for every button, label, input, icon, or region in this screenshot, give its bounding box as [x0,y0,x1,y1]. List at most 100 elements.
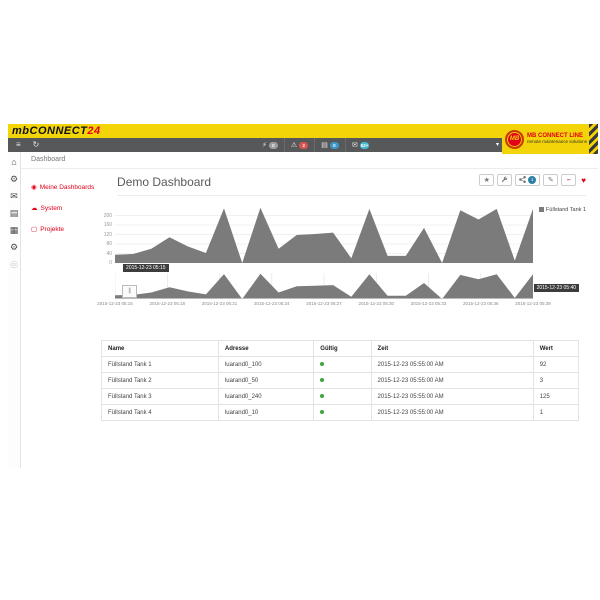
table-row: Füllstand Tank 3 luarand0_240 2015-12-23 0… [101,388,580,405]
x-tick-label: 2015-12-23 05:30 [358,301,395,306]
main-content: Demo Dashboard ★ 1 [97,169,598,468]
envelope-icon: ✉ [10,191,18,201]
chevron-down-icon[interactable]: ▾ [496,142,500,148]
hamburger-menu-icon[interactable]: ≡ [16,140,21,149]
cell-wert: 125 [532,388,580,405]
table-header-wert: Wert [532,340,580,357]
app-window: mbCONNECT24 MB MB CONNECT LINE remote ma… [8,124,598,468]
hazard-stripes [589,124,598,154]
rail-item-support[interactable]: ◎ [8,256,20,273]
tasks-icon: ▤ [9,208,19,218]
table-header-name: Name [101,340,219,357]
sidebar-menu: ◉ Meine Dashboards ☁ System ▢ Projekte [21,169,99,468]
y-axis: 0 40 80 120 160 200 [99,206,115,267]
range-start-label: 2015-12-23 05:15 [123,264,169,272]
edit-button[interactable]: ✎ [543,174,559,186]
refresh-icon[interactable]: ↻ [32,140,40,149]
sidebar-item-meine-dashboards[interactable]: ◉ Meine Dashboards [31,183,99,191]
x-tick-label: 2015-12-23 05:24 [254,301,290,306]
list-button[interactable]: ▤ 0 [314,138,345,152]
y-tick-label: 160 [103,222,113,228]
table-row: Füllstand Tank 1 luarand0_100 2015-12-23 0… [101,356,580,373]
cell-wert: 92 [532,356,580,373]
remove-button[interactable]: – [561,174,577,186]
main-chart[interactable] [115,206,534,263]
cell-gueltig [313,388,372,405]
settings-button[interactable] [497,174,513,186]
minus-icon: – [566,176,571,184]
navigator[interactable]: ∥ 2015-12-23 05:40 [114,273,580,299]
legend-swatch [539,206,545,212]
list-icon: ▤ [321,142,328,149]
values-table: Name Adresse Gültig Zeit Wert Füllstand Tank … [101,340,580,421]
wrench-icon [501,176,508,185]
sidebar-item-projekte[interactable]: ▢ Projekte [31,225,99,233]
cell-name: Füllstand Tank 2 [101,372,219,389]
cell-gueltig [313,404,372,421]
gear-icon: ⚙ [9,242,19,252]
rail-item-gear[interactable]: ⚙ [8,239,20,256]
top-brand-bar: mbCONNECT24 MB MB CONNECT LINE remote ma… [8,124,598,154]
lightning-button[interactable]: ⚡ 0 [256,138,284,152]
cell-zeit: 2015-12-23 05:55:00 AM [370,404,534,421]
toolbar-status-icons: ⚡ 0 ⚠ 2 ▤ 0 ✉ 52+ [256,138,375,152]
x-tick-label: 2015-12-23 05:36 [463,301,499,306]
favorite-button[interactable]: ♥ [581,176,586,185]
rail-item-envelope[interactable]: ✉ [8,188,20,205]
edit-icon: ✎ [547,177,554,184]
star-icon: ★ [483,177,490,184]
brand-block: MB MB CONNECT LINE remote maintenance so… [502,124,598,154]
x-tick-label: 2015-12-23 05:27 [306,301,342,306]
dashboard-actions: ★ 1 ✎ – ♥ [476,174,586,186]
support-icon: ◎ [10,259,18,269]
sidebar-item-label: System [40,205,63,212]
cell-adresse: luarand0_240 [217,388,315,405]
cell-name: Füllstand Tank 1 [101,356,219,373]
valid-status-dot [320,361,325,366]
cell-name: Füllstand Tank 3 [101,388,219,405]
chart-legend[interactable]: Füllstand Tank 1 [539,206,586,263]
brand-text: MB CONNECT LINE remote maintenance solut… [527,133,587,145]
heart-icon: ♥ [581,175,586,185]
y-tick-label: 0 [109,260,113,266]
y-tick-label: 200 [103,212,113,219]
sidebar-item-label: Meine Dashboards [39,184,95,191]
page-title: Demo Dashboard [117,175,212,189]
lightning-badge: 0 [268,141,278,149]
icon-rail: ⌂ ⚙ ✉ ▤ ▦ ⚙ ◎ [8,152,22,468]
cogs-icon: ⚙ [9,174,19,184]
y-tick-label: 40 [106,250,113,257]
cell-adresse: luarand0_10 [217,404,315,421]
envelope-button[interactable]: ✉ 52+ [344,138,376,152]
toolbar-left: ≡ ↻ [16,138,39,152]
star-button[interactable]: ★ [479,174,495,186]
rail-item-book[interactable]: ▦ [8,222,20,239]
system-icon: ☁ [31,205,38,212]
table-header-zeit: Zeit [370,340,534,357]
logo-text: mbCONNECT [12,125,88,137]
rail-item-home[interactable]: ⌂ [8,154,20,171]
warning-button[interactable]: ⚠ 2 [283,138,314,152]
mb-circle-logo: MB [505,129,524,149]
sidebar-item-system[interactable]: ☁ System [31,204,99,212]
x-tick-label: 2015-12-23 05:15 [97,301,133,306]
share-button[interactable]: 1 [515,174,541,186]
x-tick-label: 2015-12-23 05:33 [410,301,447,306]
projects-icon: ▢ [31,226,38,233]
cell-adresse: luarand0_100 [217,356,315,373]
share-count-badge: 1 [528,176,537,184]
values-table-wrap: Name Adresse Gültig Zeit Wert Füllstand Tank … [101,340,586,421]
list-badge: 0 [329,141,339,149]
navigator-handle[interactable]: ∥ [122,285,138,298]
navigator-chart[interactable] [114,273,534,299]
cell-gueltig [313,372,372,389]
rail-item-tasks[interactable]: ▤ [8,205,20,222]
cell-zeit: 2015-12-23 05:55:00 AM [370,388,534,405]
book-icon: ▦ [9,225,19,235]
brand-name: MB CONNECT LINE [527,133,583,140]
cell-wert: 1 [532,404,580,421]
rail-item-cogs[interactable]: ⚙ [8,171,20,188]
warning-icon: ⚠ [290,142,298,149]
y-tick-label: 80 [106,241,113,247]
table-header-gültig: Gültig [313,340,372,357]
